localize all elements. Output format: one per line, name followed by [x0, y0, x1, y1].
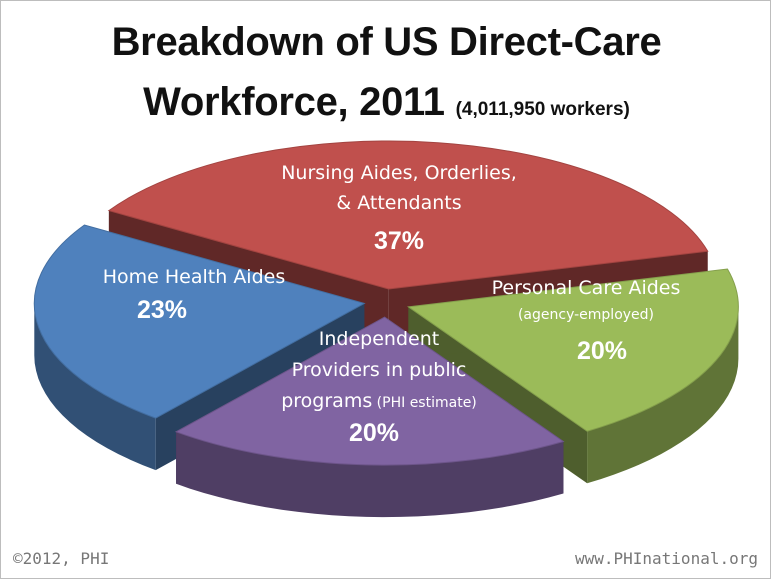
- slice-percent-label: 20%: [349, 419, 399, 447]
- copyright-text: ©2012, PHI: [13, 549, 110, 568]
- slice-side-wall: [34, 303, 156, 471]
- chart-title-line-2: Workforce, 2011 (4,011,950 workers): [1, 79, 770, 133]
- slice-side-wall: [176, 431, 564, 518]
- pie-layer: [33, 140, 739, 518]
- chart-subtitle: (4,011,950 workers): [455, 99, 630, 120]
- slice-label: Home Health Aides: [103, 266, 286, 288]
- slice-independent: [174, 316, 565, 518]
- slice-side-wall: [587, 306, 739, 484]
- slice-percent-label: 23%: [137, 296, 187, 324]
- slice-percent-label: 20%: [577, 337, 627, 365]
- slice-label: Providers in public: [292, 359, 467, 381]
- slice-label: & Attendants: [336, 192, 461, 214]
- slice-percent-label: 37%: [374, 227, 424, 255]
- slice-top: [174, 316, 565, 466]
- slice-top: [407, 268, 739, 432]
- label-layer: Nursing Aides, Orderlies, & Attendants 37%…: [103, 162, 681, 447]
- slice-label: Personal Care Aides: [492, 277, 681, 299]
- slice-label: programs (PHI estimate): [281, 390, 477, 412]
- slice-note: (PHI estimate): [372, 395, 477, 411]
- slice-top: [33, 224, 366, 419]
- slice-label: Independent: [319, 328, 439, 350]
- website-text: www.PHInational.org: [574, 549, 758, 568]
- slice-note: (agency-employed): [518, 307, 654, 323]
- chart-title-line-1: Breakdown of US Direct-Care: [111, 20, 662, 64]
- slice-top: [107, 140, 709, 290]
- slice-label: Nursing Aides, Orderlies,: [281, 162, 517, 184]
- chart-title-main: Workforce, 2011: [143, 80, 445, 124]
